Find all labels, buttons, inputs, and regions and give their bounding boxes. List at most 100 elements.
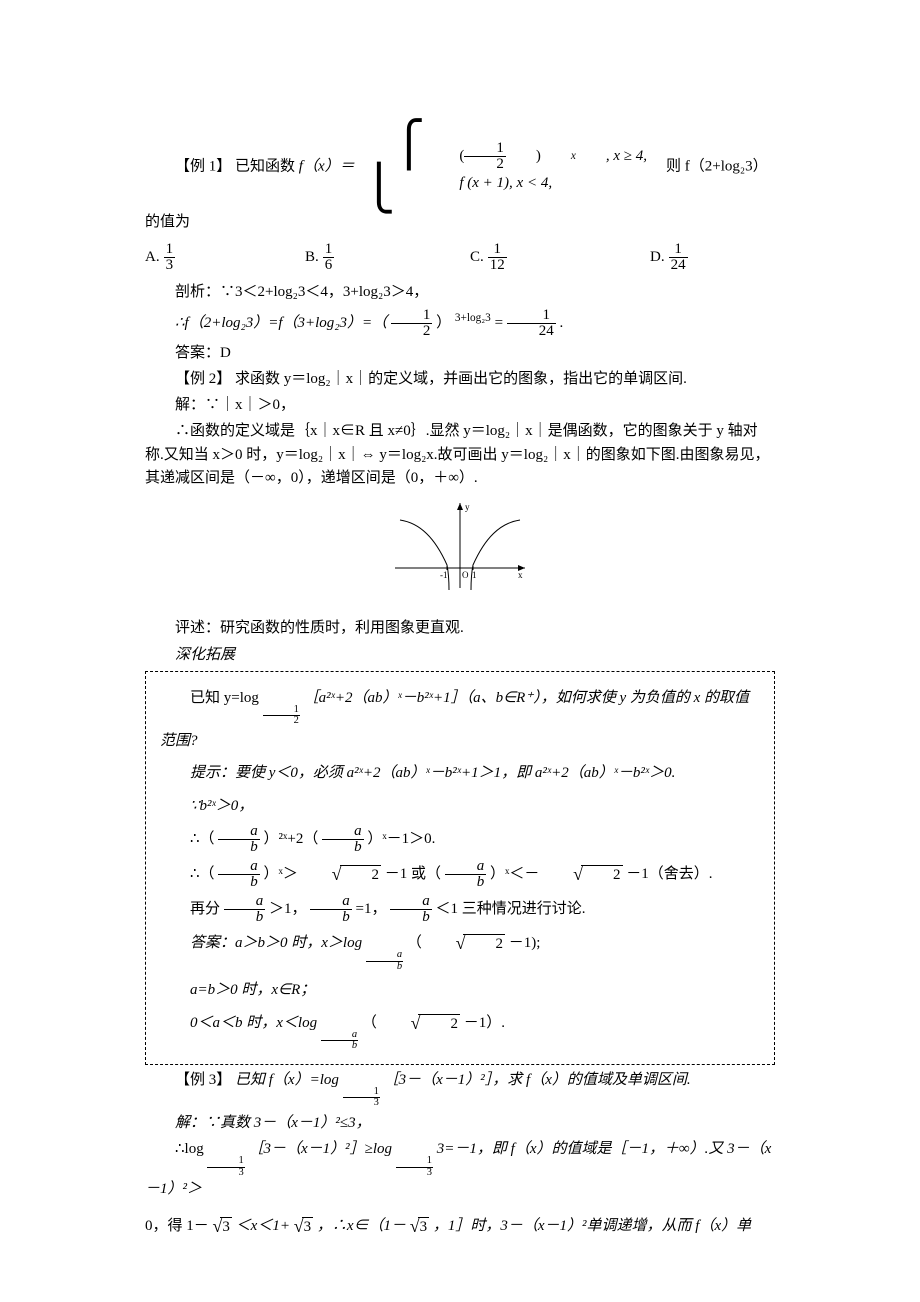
ex3-s2: ∴log 13 ［3－（x－1）²］≥log 13 3=－1，即 f（x）的值域… [145, 1138, 775, 1201]
d: 3 [396, 1167, 433, 1179]
t: ，1］时，3－（x－1）²单调递增，从而 f（x）单 [433, 1218, 751, 1234]
hint4: ∴（ ab ）ˣ＞ √2 －1 或（ ab ）ˣ＜－ √2 －1（舍去）. [160, 859, 760, 890]
d: b [321, 1040, 358, 1052]
n: a [390, 894, 432, 909]
piecewise: ⎧⎩ ( 12 ) x , x ≥ 4, f (x + 1), x < 4, [362, 123, 647, 211]
d: b [224, 909, 266, 925]
t: . [560, 314, 564, 330]
t: 已知 y=log [190, 690, 259, 706]
origin-label: O [462, 570, 469, 580]
choice-a: A. 13 [145, 242, 305, 273]
n: a [310, 894, 352, 909]
r: 2 [463, 934, 505, 953]
choice-row: A. 13 B. 16 C. 112 D. 124 [145, 242, 775, 273]
d: b [445, 874, 487, 890]
hint2: ∵b²ˣ＞0， [160, 792, 760, 821]
ex2-step1: 解：∵｜x｜＞0， [145, 394, 775, 417]
d: 3 [164, 257, 176, 273]
t: －1); [509, 935, 541, 951]
example-2-question: 【例 2】 求函数 y＝log₂｜x｜的定义域，并画出它的图象，指出它的单调区间… [145, 368, 775, 391]
hint1: 提示：要使 y＜0，必须 a²ˣ+2（ab）ˣ－b²ˣ+1＞1，即 a²ˣ+2（… [160, 759, 760, 788]
case2: f (x + 1), x < 4, [429, 174, 647, 194]
n: a [321, 1030, 358, 1041]
t: ) [506, 147, 541, 167]
r: 2 [340, 865, 382, 884]
graph-figure: -1 1 O y x [145, 498, 775, 611]
label: 【例 2】 [175, 371, 231, 387]
d: 3 [207, 1167, 244, 1179]
l: B. [305, 246, 319, 269]
extend-heading: 深化拓展 [145, 644, 775, 667]
t: 再分 [190, 901, 220, 917]
document-page: 【例 1】 已知函数 f（x）＝ ⎧⎩ ( 12 ) x , x ≥ 4, f … [0, 0, 920, 1302]
l: C. [470, 246, 484, 269]
t: ∴（ [190, 866, 215, 882]
t: 0，得 1－ [145, 1218, 209, 1234]
fx: f（x）＝ [299, 158, 355, 174]
choice-c: C. 112 [470, 242, 650, 273]
n: 1 [323, 242, 335, 257]
n: 1 [396, 1156, 433, 1167]
l: A. [145, 246, 160, 269]
r: 3 [302, 1217, 314, 1236]
t: 已知 f（x）=log [235, 1072, 339, 1088]
n: a [445, 859, 487, 874]
t: ＞1， [269, 901, 307, 917]
n: 1 [164, 242, 176, 257]
y-axis-label: y [465, 502, 470, 512]
n: 1 [343, 1087, 380, 1098]
ex2-step2: ∴函数的定义域是｛x｜x∈R 且 x≠0｝.显然 y＝log₂｜x｜是偶函数，它… [145, 420, 775, 490]
t: ［3－（x－1）²］≥log [248, 1141, 392, 1157]
t: 0＜a＜b 时，x＜log [190, 1015, 317, 1031]
l: D. [650, 246, 665, 269]
pos1-label: 1 [472, 570, 477, 580]
x-axis-label: x [518, 570, 523, 580]
d: b [390, 909, 432, 925]
t: , x ≥ 4, [576, 147, 647, 167]
d: 24 [507, 323, 556, 339]
t: ）ˣ＜－ [490, 866, 539, 882]
n: a [218, 824, 260, 839]
n: a [218, 859, 260, 874]
box-ans2: a=b＞0 时，x∈R； [160, 976, 760, 1005]
n: 1 [464, 141, 506, 156]
r: 3 [418, 1217, 430, 1236]
text: 已知函数 [235, 158, 299, 174]
q: 求函数 y＝log₂｜x｜的定义域，并画出它的图象，指出它的单调区间. [235, 371, 687, 387]
t: ）ˣ－1＞0. [367, 831, 435, 847]
t: =1， [356, 901, 387, 917]
t: ）ˣ＞ [264, 866, 298, 882]
t: ( [429, 147, 464, 167]
d: b [366, 961, 403, 973]
brace-icon: ⎧⎩ [362, 123, 425, 211]
hint3: ∴（ ab ）²ˣ+2（ ab ）ˣ－1＞0. [160, 824, 760, 855]
t: ）²ˣ+2（ [264, 831, 319, 847]
log-abs-graph: -1 1 O y x [385, 498, 535, 603]
analysis-2: ∴f（2+log₂3）=f（3+log₂3）=（ 12 ） 3+log₂3 = … [145, 308, 775, 339]
n: 1 [263, 705, 300, 716]
r: 2 [581, 865, 623, 884]
d: 12 [488, 257, 507, 273]
choice-b: B. 16 [305, 242, 470, 273]
n: a [366, 950, 403, 961]
label: 【例 3】 [175, 1072, 231, 1088]
t: ＜x＜1+ [236, 1218, 290, 1234]
d: b [218, 839, 260, 855]
n: 1 [672, 242, 684, 257]
n: 1 [391, 308, 433, 323]
choice-d: D. 124 [650, 242, 688, 273]
t: －1（舍去）. [626, 866, 712, 882]
d: 24 [669, 257, 688, 273]
r: 2 [418, 1014, 460, 1033]
answer: 答案：D [145, 342, 775, 365]
review: 评述：研究函数的性质时，利用图象更直观. [145, 617, 775, 640]
t: （ [407, 935, 422, 951]
d: b [322, 839, 364, 855]
box-ans1: 答案：a＞b＞0 时，x＞log ab （ √2 －1); [160, 929, 760, 972]
neg1-label: -1 [440, 570, 448, 580]
box-ans3: 0＜a＜b 时，x＜log ab （ √2 －1）. [160, 1009, 760, 1052]
t: （ [362, 1015, 377, 1031]
n: 1 [511, 308, 553, 323]
d: 2 [464, 156, 506, 172]
t: ，∴x∈（1－ [317, 1218, 406, 1234]
